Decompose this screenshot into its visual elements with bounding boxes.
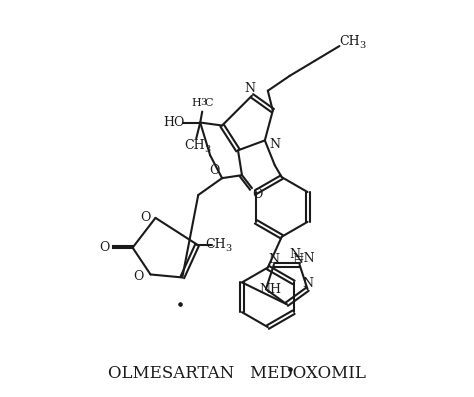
Text: O: O <box>100 241 110 254</box>
Text: N: N <box>292 253 303 266</box>
Text: HO: HO <box>164 116 185 129</box>
Text: 3: 3 <box>359 40 365 50</box>
Text: H: H <box>191 98 201 108</box>
Text: N: N <box>269 138 280 151</box>
Text: N: N <box>289 248 300 261</box>
Text: C: C <box>204 98 212 108</box>
Text: O: O <box>209 164 219 177</box>
Text: 3: 3 <box>204 145 210 154</box>
Text: N: N <box>245 82 255 95</box>
Text: NH: NH <box>259 283 281 296</box>
Text: CH: CH <box>339 35 360 48</box>
Text: CH: CH <box>205 238 226 251</box>
Text: O: O <box>253 187 263 200</box>
Text: =N: =N <box>294 252 315 265</box>
Text: OLMESARTAN   MEDOXOMIL: OLMESARTAN MEDOXOMIL <box>108 365 366 382</box>
Text: 3: 3 <box>200 98 206 107</box>
Text: 3: 3 <box>225 244 231 253</box>
Text: N: N <box>268 253 279 266</box>
Text: O: O <box>133 270 144 283</box>
Text: O: O <box>140 211 151 224</box>
Text: CH: CH <box>184 139 205 152</box>
Text: N: N <box>302 277 313 290</box>
